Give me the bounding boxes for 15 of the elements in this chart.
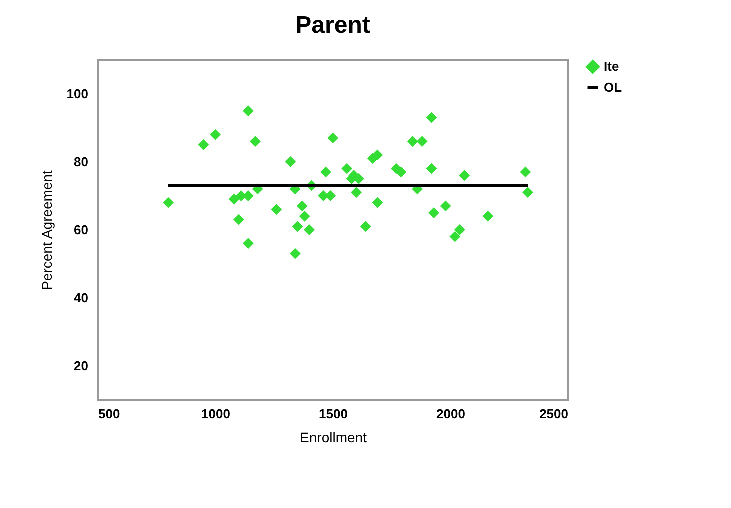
x-tick-label: 2500 bbox=[540, 406, 568, 422]
x-tick-label: 1000 bbox=[202, 406, 230, 422]
y-tick-label: 20 bbox=[74, 358, 88, 374]
x-tick-label: 1500 bbox=[319, 406, 348, 422]
x-axis-title: Enrollment bbox=[300, 430, 368, 446]
y-tick-label: 80 bbox=[74, 154, 88, 170]
chart-title: Parent bbox=[296, 12, 370, 39]
x-tick-label: 2000 bbox=[436, 406, 466, 422]
y-tick-label: 40 bbox=[74, 290, 88, 306]
legend-label: Ite bbox=[604, 59, 620, 74]
y-axis-title: Percent Agreement bbox=[38, 170, 55, 290]
y-tick-label: 60 bbox=[74, 222, 88, 238]
y-tick-label: 100 bbox=[66, 86, 88, 102]
x-tick-label: 500 bbox=[98, 406, 120, 422]
legend-label: OL bbox=[604, 80, 622, 95]
